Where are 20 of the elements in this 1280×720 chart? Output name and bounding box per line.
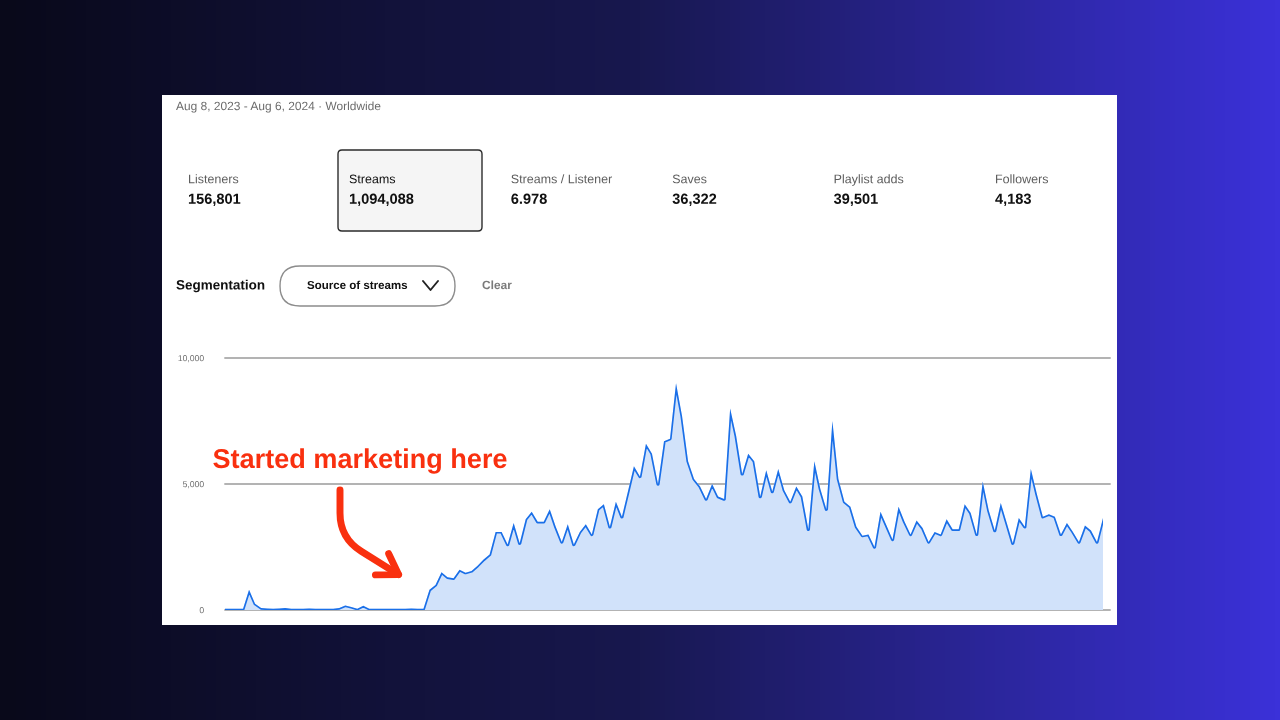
text: Followers (996, 174, 1049, 184)
y-tick-label: 0 (199, 607, 204, 614)
y-tick-label: 5,000 (182, 481, 204, 489)
text: 156,801 (188, 193, 241, 207)
text: 36,322 (672, 193, 717, 207)
text: Playlist adds (834, 174, 904, 186)
text: 39,501 (833, 193, 878, 207)
text: Saves (672, 174, 707, 184)
text: Listeners (189, 174, 239, 184)
text: 1,094,088 (349, 193, 414, 207)
text: Clear (482, 280, 512, 290)
text: 4,183 (995, 193, 1031, 207)
source-note: Source of streams (307, 280, 408, 290)
text: Streams / Listener (511, 174, 613, 184)
text: 6.978 (511, 193, 547, 204)
text: Segmentation (176, 279, 265, 293)
y-tick-label: 10,000 (178, 355, 204, 363)
text: Streams (349, 174, 396, 184)
text: Aug 8, 2023 - Aug 6, 2024 · Worldwide (176, 101, 381, 113)
annotation: Started marketing here (213, 448, 507, 474)
